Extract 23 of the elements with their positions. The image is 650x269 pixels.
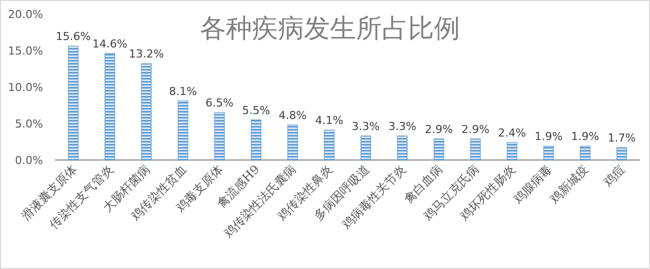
y-tick-label: 10.0% — [8, 81, 43, 94]
data-label: 2.9% — [424, 122, 453, 136]
data-label: 6.5% — [206, 96, 234, 110]
chart-title: 各种疾病发生所占比例 — [200, 14, 460, 44]
data-label: 4.1% — [315, 114, 344, 128]
data-label: 1.9% — [534, 130, 563, 144]
y-tick-label: 0.0% — [15, 154, 43, 167]
data-label: 4.8% — [278, 108, 307, 122]
data-label: 5.5% — [242, 104, 270, 117]
data-label: 15.6% — [56, 30, 91, 44]
data-label: 14.6% — [92, 37, 128, 50]
data-label: 3.3% — [352, 120, 380, 133]
y-tick-label: 5.0% — [15, 118, 43, 130]
data-label: 8.1% — [168, 84, 197, 98]
x-tick-label: 鸡痘 — [600, 162, 628, 190]
data-label: 3.3% — [388, 120, 416, 133]
data-label: 1.7% — [608, 132, 636, 145]
data-label: 2.4% — [498, 126, 526, 140]
data-label: 13.2% — [128, 48, 164, 61]
data-label: 2.9% — [461, 122, 490, 136]
y-tick-label: 20.0% — [8, 8, 43, 21]
data-label: 1.9% — [571, 130, 600, 144]
y-tick-label: 15.0% — [8, 44, 43, 58]
